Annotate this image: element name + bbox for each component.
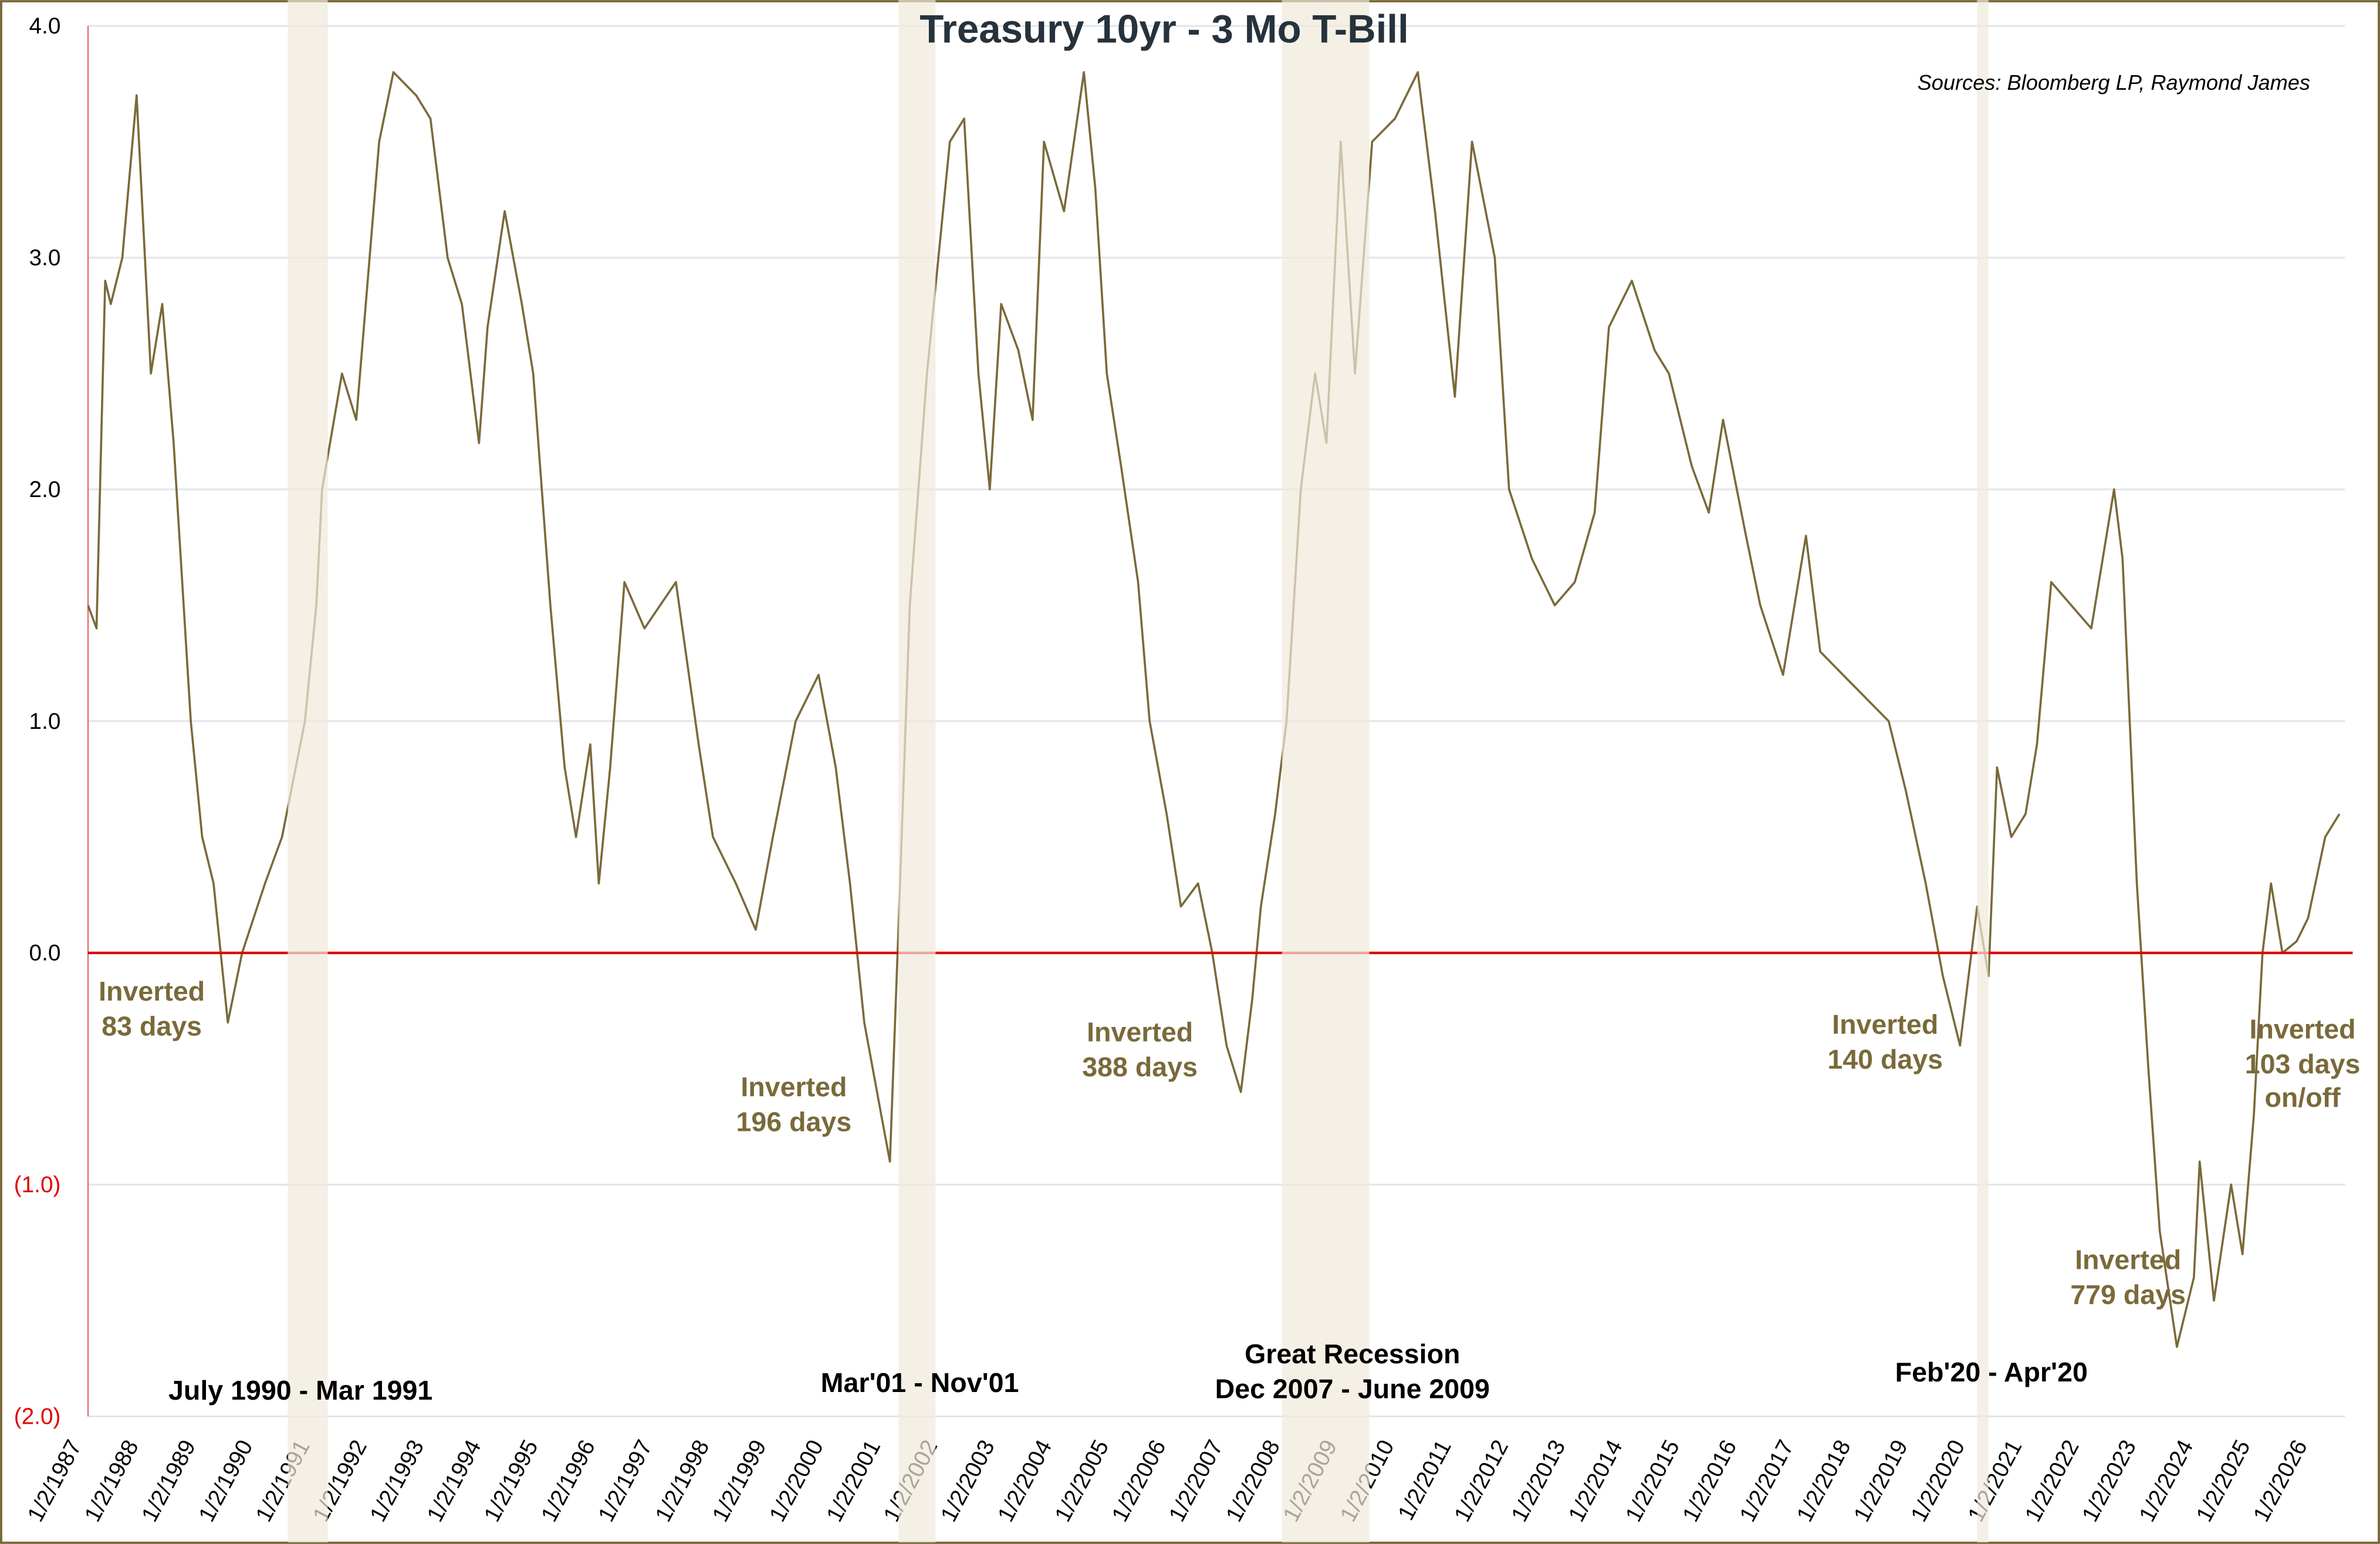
y-tick-label: 2.0 [29,477,61,502]
annotation-2019-line1: Inverted [1832,1009,1938,1040]
source-note: Sources: Bloomberg LP, Raymond James [1918,70,2310,94]
recession-label-great-title: Great Recession [1245,1339,1460,1369]
annotation-2006-line2: 388 days [1082,1052,1198,1082]
recession-label-2008: Dec 2007 - June 2009 [1215,1374,1490,1404]
annotation-2025-line3: on/off [2264,1082,2341,1113]
annotation-1989-line2: 83 days [102,1011,202,1041]
annotation-2019-line2: 140 days [1827,1044,1943,1075]
recession-label-1990: July 1990 - Mar 1991 [168,1375,432,1406]
annotation-2025-line2: 103 days [2245,1049,2361,1079]
y-tick-label: 0.0 [29,941,61,966]
gridlines [88,25,2345,1418]
recession-band [288,0,328,1543]
annotation-1989-line1: Inverted [99,976,205,1006]
annotation-2000-line1: Inverted [741,1072,847,1102]
y-axis-ticks: 4.0 3.0 2.0 1.0 0.0 (1.0) (2.0) [14,13,61,1429]
y-tick-label: 4.0 [29,13,61,39]
series-line [87,71,2341,1348]
annotation-2023-line2: 779 days [2070,1279,2186,1310]
annotation-2006-line1: Inverted [1087,1017,1193,1048]
recession-band [898,0,936,1543]
recession-label-2020: Feb'20 - Apr'20 [1895,1357,2088,1387]
recession-label-2001: Mar'01 - Nov'01 [821,1367,1019,1398]
chart-title: Treasury 10yr - 3 Mo T-Bill [919,8,1408,52]
y-tick-label: (1.0) [14,1173,61,1198]
recession-band [1977,0,1989,1543]
recession-band [1282,0,1370,1543]
y-tick-label: 1.0 [29,709,61,734]
annotation-2000-line2: 196 days [736,1106,852,1137]
y-tick-label: 3.0 [29,245,61,271]
annotation-2023-line1: Inverted [2075,1245,2181,1275]
annotation-2025-line1: Inverted [2250,1013,2356,1044]
recession-bands [288,0,1989,1543]
y-tick-label: (2.0) [14,1404,61,1430]
